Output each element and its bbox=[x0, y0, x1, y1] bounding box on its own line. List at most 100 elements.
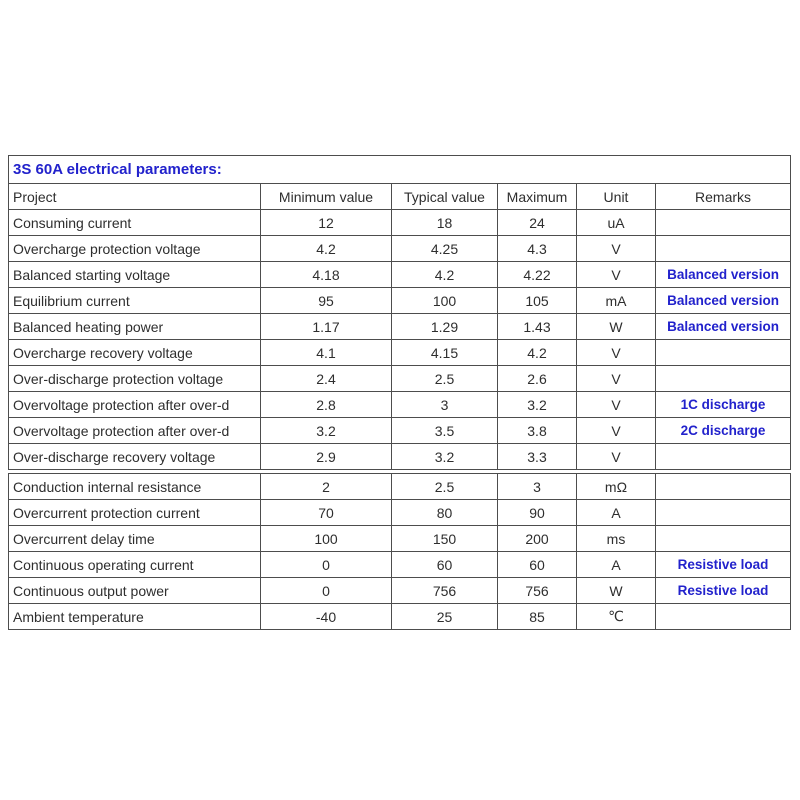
cell-unit: V bbox=[576, 365, 656, 392]
spec-table-lower-section: Conduction internal resistance 2 2.5 3 mΩ Ove… bbox=[8, 473, 791, 630]
cell-typ: 100 bbox=[391, 287, 498, 314]
table-row: Overvoltage protection after over-d 2.8 3 3… bbox=[8, 391, 792, 418]
table-body-lower: Conduction internal resistance 2 2.5 3 mΩ Ove… bbox=[8, 473, 791, 630]
cell-typ: 2.5 bbox=[391, 473, 498, 500]
cell-remark bbox=[655, 499, 791, 526]
cell-min: -40 bbox=[260, 603, 392, 630]
cell-unit: V bbox=[576, 417, 656, 444]
column-header-project: Project bbox=[8, 183, 261, 210]
cell-unit: mΩ bbox=[576, 473, 656, 500]
cell-project: Balanced starting voltage bbox=[8, 261, 261, 288]
column-header-unit: Unit bbox=[576, 183, 656, 210]
cell-project: Over-discharge recovery voltage bbox=[8, 443, 261, 470]
table-header-row: Project Minimum value Typical value Maxi… bbox=[8, 183, 792, 210]
cell-typ: 3.5 bbox=[391, 417, 498, 444]
cell-min: 2.4 bbox=[260, 365, 392, 392]
cell-unit: mA bbox=[576, 287, 656, 314]
cell-remark bbox=[654, 235, 792, 262]
cell-project: Continuous operating current bbox=[8, 551, 261, 578]
cell-remark bbox=[654, 443, 792, 470]
cell-remark bbox=[654, 339, 792, 366]
table-row: Ambient temperature -40 25 85 ℃ bbox=[8, 603, 791, 630]
cell-typ: 2.5 bbox=[391, 365, 498, 392]
cell-unit: ms bbox=[576, 525, 656, 552]
cell-remark bbox=[654, 365, 792, 392]
table-body-upper: Consuming current 12 18 24 uA Overcharge prot… bbox=[8, 209, 792, 470]
cell-max: 4.2 bbox=[497, 339, 577, 366]
cell-project: Overcurrent protection current bbox=[8, 499, 261, 526]
column-header-typical: Typical value bbox=[391, 183, 498, 210]
cell-typ: 1.29 bbox=[391, 313, 498, 340]
table-title: 3S 60A electrical parameters: bbox=[7, 155, 792, 184]
cell-max: 3.8 bbox=[497, 417, 577, 444]
table-row: Balanced heating power 1.17 1.29 1.43 W Balan… bbox=[8, 313, 792, 340]
cell-unit: V bbox=[576, 339, 656, 366]
cell-project: Overcharge recovery voltage bbox=[8, 339, 261, 366]
cell-unit: A bbox=[576, 499, 656, 526]
cell-remark: Resistive load bbox=[655, 551, 791, 578]
spec-table-upper-section: 3S 60A electrical parameters: Project Mi… bbox=[7, 155, 792, 470]
cell-max: 105 bbox=[497, 287, 577, 314]
cell-min: 70 bbox=[260, 499, 392, 526]
cell-project: Ambient temperature bbox=[8, 603, 261, 630]
cell-remark: Balanced version bbox=[654, 313, 792, 340]
cell-min: 4.1 bbox=[260, 339, 392, 366]
cell-typ: 3 bbox=[391, 391, 498, 418]
cell-unit: V bbox=[576, 235, 656, 262]
cell-unit: V bbox=[576, 261, 656, 288]
table-row: Overcharge protection voltage 4.2 4.25 4.3 V bbox=[8, 235, 792, 262]
cell-max: 3.3 bbox=[497, 443, 577, 470]
cell-min: 2.8 bbox=[260, 391, 392, 418]
column-header-remarks: Remarks bbox=[654, 183, 792, 210]
cell-typ: 4.2 bbox=[391, 261, 498, 288]
cell-unit: A bbox=[576, 551, 656, 578]
cell-max: 4.22 bbox=[497, 261, 577, 288]
cell-remark: Balanced version bbox=[654, 287, 792, 314]
cell-project: Overcurrent delay time bbox=[8, 525, 261, 552]
table-row: Consuming current 12 18 24 uA bbox=[8, 209, 792, 236]
table-row: Equilibrium current 95 100 105 mA Balanced ve… bbox=[8, 287, 792, 314]
table-row: Overcharge recovery voltage 4.1 4.15 4.2 V bbox=[8, 339, 792, 366]
cell-project: Balanced heating power bbox=[8, 313, 261, 340]
table-row: Balanced starting voltage 4.18 4.2 4.22 V Bal… bbox=[8, 261, 792, 288]
cell-max: 85 bbox=[497, 603, 577, 630]
cell-min: 0 bbox=[260, 577, 392, 604]
cell-max: 3 bbox=[497, 473, 577, 500]
cell-max: 756 bbox=[497, 577, 577, 604]
cell-typ: 4.25 bbox=[391, 235, 498, 262]
cell-typ: 60 bbox=[391, 551, 498, 578]
cell-min: 100 bbox=[260, 525, 392, 552]
cell-min: 1.17 bbox=[260, 313, 392, 340]
cell-project: Overvoltage protection after over-d bbox=[8, 417, 261, 444]
cell-typ: 4.15 bbox=[391, 339, 498, 366]
cell-max: 24 bbox=[497, 209, 577, 236]
cell-max: 200 bbox=[497, 525, 577, 552]
cell-min: 2 bbox=[260, 473, 392, 500]
cell-remark bbox=[655, 603, 791, 630]
cell-project: Conduction internal resistance bbox=[8, 473, 261, 500]
section-divider-gap bbox=[8, 470, 790, 473]
cell-max: 1.43 bbox=[497, 313, 577, 340]
table-row: Continuous operating current 0 60 60 A Resist… bbox=[8, 551, 791, 578]
cell-remark bbox=[654, 209, 792, 236]
cell-remark: 2C discharge bbox=[654, 417, 792, 444]
cell-typ: 150 bbox=[391, 525, 498, 552]
table-row: Conduction internal resistance 2 2.5 3 mΩ bbox=[8, 473, 791, 500]
cell-unit: V bbox=[576, 391, 656, 418]
cell-unit: W bbox=[576, 577, 656, 604]
table-row: Continuous output power 0 756 756 W Resistive… bbox=[8, 577, 791, 604]
cell-typ: 3.2 bbox=[391, 443, 498, 470]
cell-project: Continuous output power bbox=[8, 577, 261, 604]
spec-table: 3S 60A electrical parameters: Project Mi… bbox=[7, 155, 792, 630]
cell-min: 95 bbox=[260, 287, 392, 314]
cell-min: 12 bbox=[260, 209, 392, 236]
cell-max: 3.2 bbox=[497, 391, 577, 418]
cell-min: 4.2 bbox=[260, 235, 392, 262]
table-row: Over-discharge recovery voltage 2.9 3.2 3.3… bbox=[8, 443, 792, 470]
cell-min: 4.18 bbox=[260, 261, 392, 288]
cell-project: Overvoltage protection after over-d bbox=[8, 391, 261, 418]
cell-max: 2.6 bbox=[497, 365, 577, 392]
cell-unit: ℃ bbox=[576, 603, 656, 630]
cell-unit: V bbox=[576, 443, 656, 470]
